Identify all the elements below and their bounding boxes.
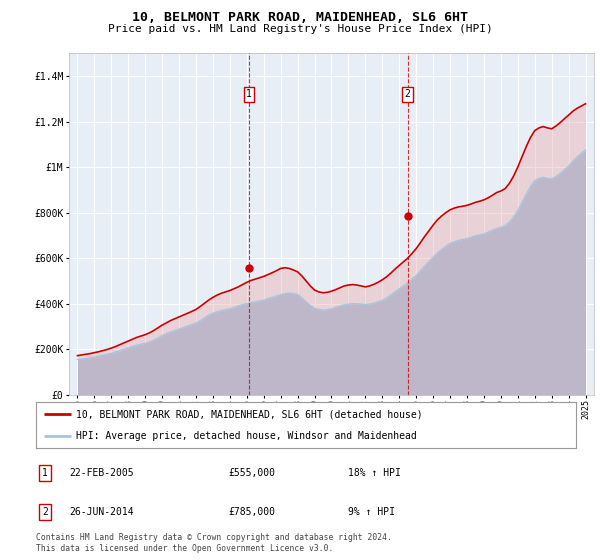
- Text: 26-JUN-2014: 26-JUN-2014: [69, 507, 134, 517]
- Text: £785,000: £785,000: [228, 507, 275, 517]
- Text: £555,000: £555,000: [228, 468, 275, 478]
- Text: 22-FEB-2005: 22-FEB-2005: [69, 468, 134, 478]
- Text: 2: 2: [404, 89, 410, 99]
- Text: Contains HM Land Registry data © Crown copyright and database right 2024.
This d: Contains HM Land Registry data © Crown c…: [36, 533, 392, 553]
- Text: 10, BELMONT PARK ROAD, MAIDENHEAD, SL6 6HT: 10, BELMONT PARK ROAD, MAIDENHEAD, SL6 6…: [132, 11, 468, 24]
- Text: 1: 1: [246, 89, 252, 99]
- Text: HPI: Average price, detached house, Windsor and Maidenhead: HPI: Average price, detached house, Wind…: [77, 431, 417, 441]
- Text: 10, BELMONT PARK ROAD, MAIDENHEAD, SL6 6HT (detached house): 10, BELMONT PARK ROAD, MAIDENHEAD, SL6 6…: [77, 409, 423, 419]
- Text: 9% ↑ HPI: 9% ↑ HPI: [348, 507, 395, 517]
- Text: 1: 1: [42, 468, 48, 478]
- Text: 2: 2: [42, 507, 48, 517]
- Text: Price paid vs. HM Land Registry's House Price Index (HPI): Price paid vs. HM Land Registry's House …: [107, 24, 493, 34]
- Text: 18% ↑ HPI: 18% ↑ HPI: [348, 468, 401, 478]
